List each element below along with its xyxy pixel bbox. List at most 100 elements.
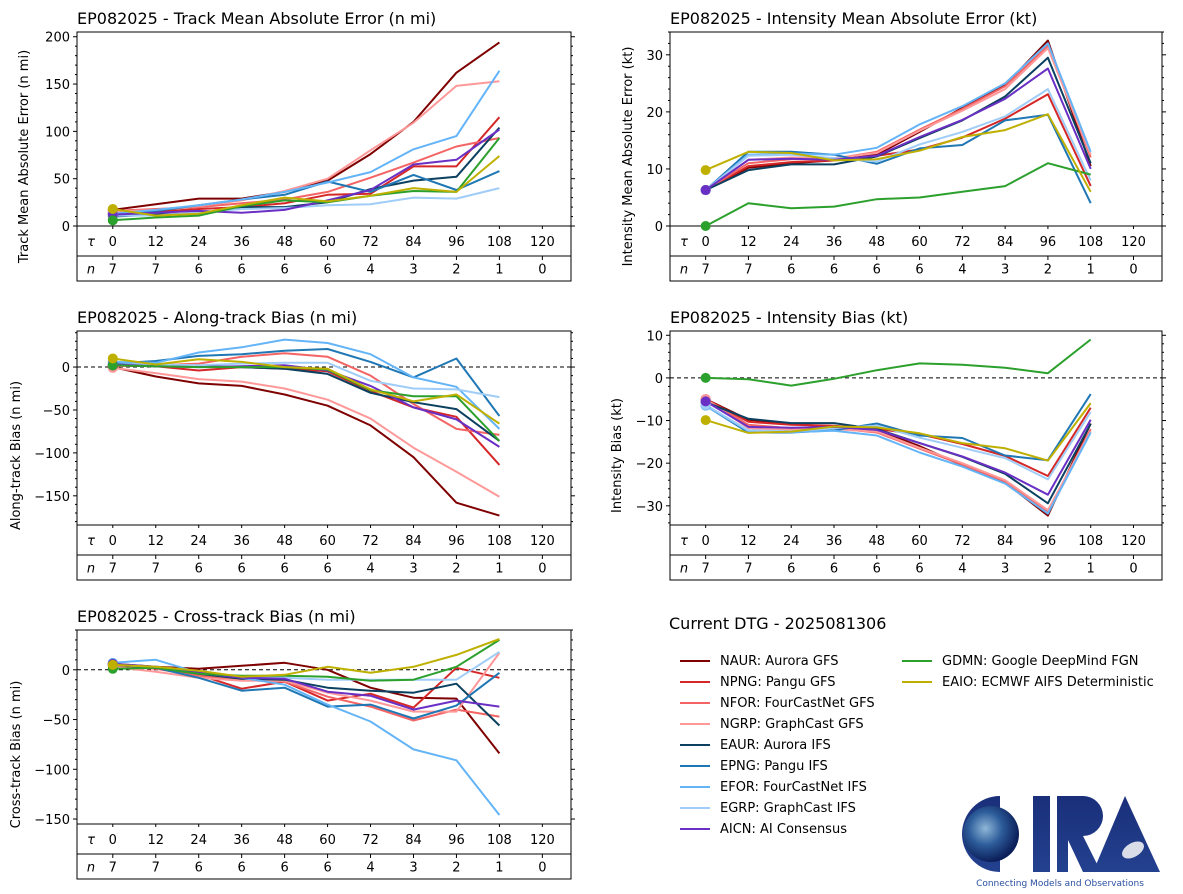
y-tick-label: −10 bbox=[636, 415, 663, 430]
legend-item-npng: NPNG: Pangu GFS bbox=[680, 672, 836, 693]
series-marker-gdmn bbox=[700, 221, 711, 231]
series-line-gdmn bbox=[112, 137, 501, 222]
n-row-label: n bbox=[87, 861, 95, 876]
chart-title: EP082025 - Along-track Bias (n mi) bbox=[77, 308, 357, 327]
x-tick-label: 72 bbox=[954, 235, 971, 250]
legend-label: EFOR: FourCastNet IFS bbox=[720, 780, 867, 795]
y-tick-label: 0 bbox=[655, 372, 663, 387]
sample-count-label: 3 bbox=[1001, 263, 1009, 278]
legend-item-gdmn: GDMN: Google DeepMind FGN bbox=[902, 651, 1139, 672]
sample-count-label: 7 bbox=[152, 861, 160, 876]
x-tick-label: 24 bbox=[783, 534, 800, 549]
sample-count-label: 6 bbox=[787, 263, 795, 278]
n-row-label: n bbox=[680, 562, 688, 577]
sample-count-label: 4 bbox=[366, 861, 374, 876]
sample-count-label: 2 bbox=[452, 263, 460, 278]
logo-tagline: Connecting Models and Observations bbox=[976, 879, 1144, 889]
chart-track-mae: EP082025 - Track Mean Absolute Error (n … bbox=[17, 9, 575, 282]
sample-count-label: 3 bbox=[409, 861, 417, 876]
y-axis-label: Along-track Bias (n mi) bbox=[9, 381, 24, 530]
y-axis-label: Cross-track Bias (n mi) bbox=[9, 681, 24, 829]
legend-item-efor: EFOR: FourCastNet IFS bbox=[680, 777, 867, 798]
series-line-naur bbox=[112, 366, 500, 517]
legend-swatch bbox=[680, 827, 710, 830]
series-line-naur bbox=[705, 398, 1092, 517]
legend-label: EAIO: ECMWF AIFS Deterministic bbox=[942, 675, 1154, 690]
x-tick-label: 108 bbox=[487, 235, 512, 250]
x-tick-label: 120 bbox=[1121, 235, 1146, 250]
legend-label: EAUR: Aurora IFS bbox=[720, 738, 831, 753]
legend-swatch bbox=[680, 722, 710, 725]
series-marker-gdmn bbox=[700, 372, 711, 383]
sample-count-label: 2 bbox=[452, 861, 460, 876]
series-line-eaur bbox=[705, 401, 1092, 505]
sample-count-label: 7 bbox=[109, 861, 117, 876]
sample-count-label: 2 bbox=[1044, 263, 1052, 278]
sample-count-label: 3 bbox=[409, 562, 417, 577]
series-line-aicn bbox=[112, 128, 500, 216]
legend-title: Current DTG - 2025081306 bbox=[669, 614, 887, 633]
legend-item-ngrp: NGRP: GraphCast GFS bbox=[680, 714, 864, 735]
cira-logo: Connecting Models and Observations bbox=[962, 796, 1160, 889]
series-line-eaio bbox=[112, 638, 500, 678]
sample-count-label: 3 bbox=[1001, 562, 1009, 577]
n-row-frame bbox=[669, 255, 1163, 282]
sample-count-label: 1 bbox=[495, 263, 503, 278]
sample-count-label: 6 bbox=[830, 263, 838, 278]
series-line-eaio bbox=[112, 357, 500, 425]
y-tick-label: 30 bbox=[646, 49, 663, 64]
tau-row-label: τ bbox=[680, 534, 688, 549]
sample-count-label: 6 bbox=[238, 263, 246, 278]
sample-count-label: 7 bbox=[152, 263, 160, 278]
series-marker-eaio bbox=[107, 353, 118, 364]
x-tick-label: 0 bbox=[109, 534, 117, 549]
sample-count-label: 6 bbox=[323, 562, 331, 577]
series-line-gdmn bbox=[112, 364, 501, 442]
x-tick-label: 84 bbox=[997, 534, 1014, 549]
x-tick-label: 108 bbox=[1078, 534, 1103, 549]
y-tick-label: 0 bbox=[62, 361, 70, 376]
x-tick-label: 72 bbox=[954, 534, 971, 549]
y-tick-label: 20 bbox=[646, 106, 663, 121]
sample-count-label: 6 bbox=[787, 562, 795, 577]
legend-swatch bbox=[680, 785, 710, 788]
y-tick-label: −30 bbox=[636, 500, 663, 515]
sample-count-label: 4 bbox=[366, 562, 374, 577]
x-tick-label: 60 bbox=[911, 534, 928, 549]
legend-label: NAUR: Aurora GFS bbox=[720, 654, 839, 669]
sample-count-label: 6 bbox=[323, 263, 331, 278]
x-tick-label: 60 bbox=[911, 235, 928, 250]
tau-row-label: τ bbox=[87, 833, 95, 848]
n-row-label: n bbox=[680, 263, 688, 278]
x-tick-label: 96 bbox=[1040, 235, 1057, 250]
series-marker-eaio bbox=[107, 659, 118, 670]
y-tick-label: 150 bbox=[45, 78, 70, 93]
legend-label: NFOR: FourCastNet GFS bbox=[720, 696, 875, 711]
legend-swatch bbox=[680, 806, 710, 809]
chart-title: EP082025 - Intensity Mean Absolute Error… bbox=[670, 9, 1037, 28]
legend-item-eaur: EAUR: Aurora IFS bbox=[680, 735, 831, 756]
series-line-ngrp bbox=[112, 366, 500, 498]
legend-swatch bbox=[680, 743, 710, 746]
x-tick-label: 72 bbox=[362, 534, 379, 549]
tau-row-label: τ bbox=[87, 534, 95, 549]
sample-count-label: 1 bbox=[1087, 562, 1095, 577]
series-line-efor bbox=[112, 70, 501, 215]
sample-count-label: 6 bbox=[323, 861, 331, 876]
x-tick-label: 24 bbox=[190, 235, 207, 250]
y-tick-label: −100 bbox=[34, 447, 70, 462]
x-tick-label: 48 bbox=[276, 534, 293, 549]
sample-count-label: 0 bbox=[538, 562, 546, 577]
x-tick-label: 24 bbox=[783, 235, 800, 250]
x-tick-label: 12 bbox=[147, 235, 164, 250]
legend-swatch bbox=[680, 659, 710, 662]
series-line-egrp bbox=[705, 403, 1092, 481]
chart-intensity-mae: EP082025 - Intensity Mean Absolute Error… bbox=[621, 9, 1166, 282]
sample-count-label: 7 bbox=[702, 562, 710, 577]
x-tick-label: 84 bbox=[997, 235, 1014, 250]
legend-swatch bbox=[680, 701, 710, 704]
x-tick-label: 48 bbox=[276, 235, 293, 250]
sample-count-label: 7 bbox=[744, 263, 752, 278]
sample-count-label: 7 bbox=[109, 263, 117, 278]
